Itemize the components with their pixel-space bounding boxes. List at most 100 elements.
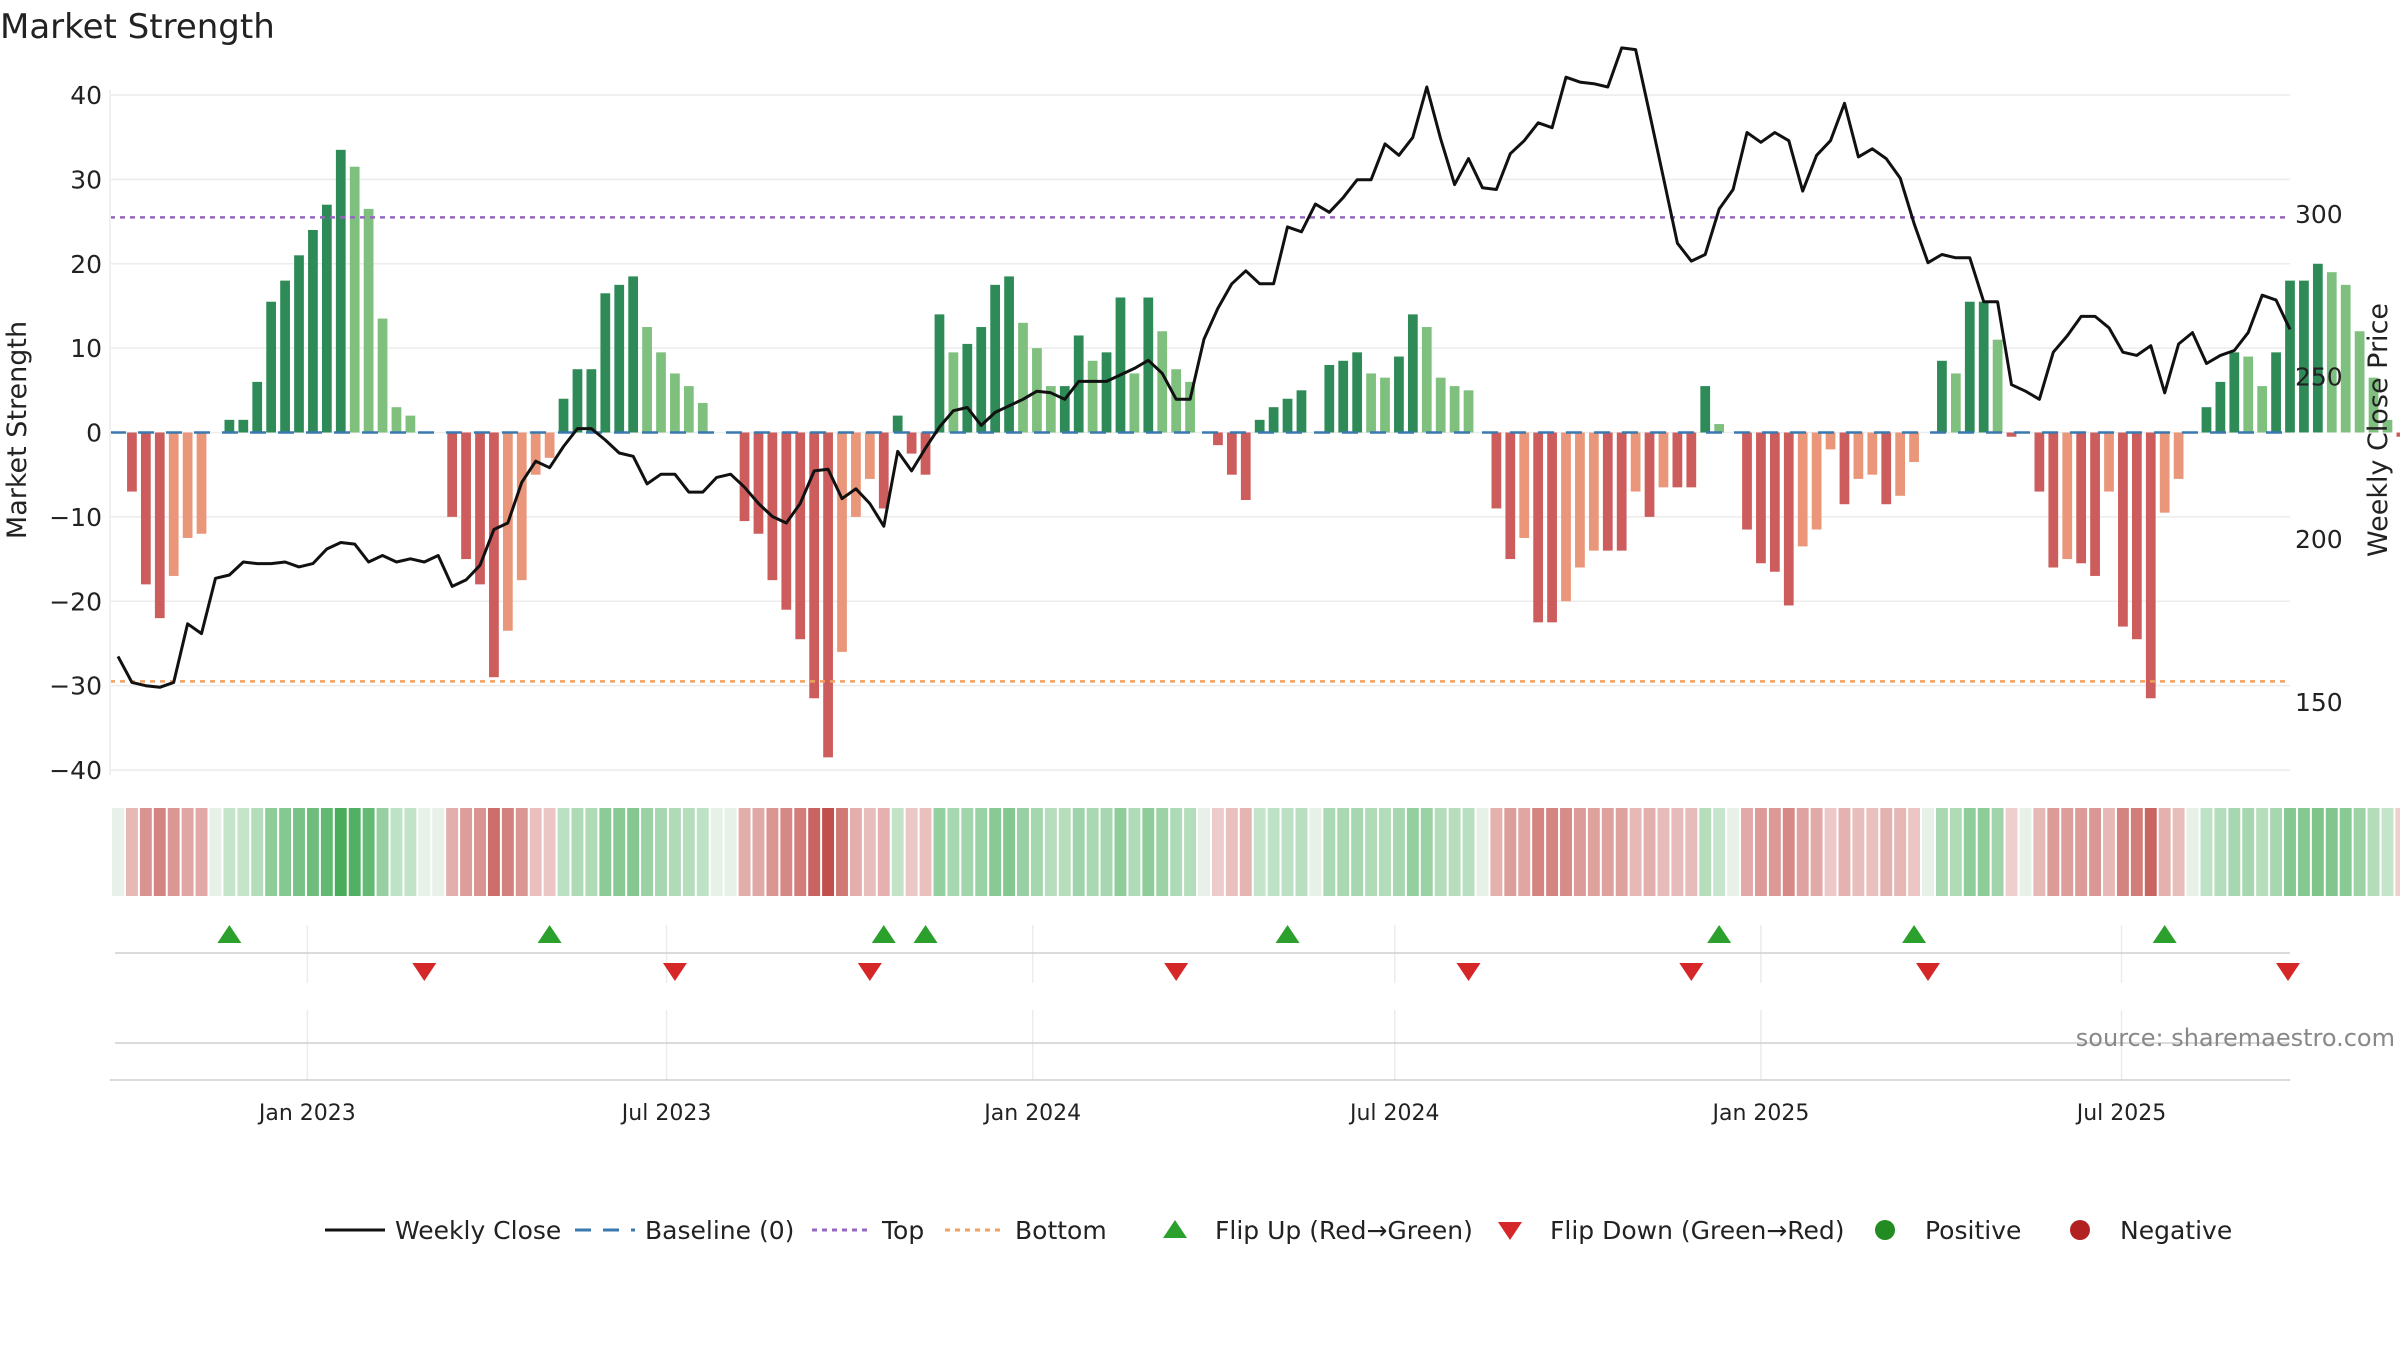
heat-cell (933, 808, 946, 896)
strength-bar (2382, 419, 2393, 433)
strength-bar (1185, 381, 1195, 433)
heat-cell (1142, 808, 1155, 896)
legend-swatch-flip-down (1498, 1222, 1522, 1240)
strength-bar (656, 352, 666, 433)
strength-bar (1644, 432, 1655, 517)
strength-bar (461, 432, 471, 560)
heat-cell (1420, 808, 1433, 896)
legend-label: Baseline (0) (645, 1216, 794, 1245)
strength-bar (321, 204, 332, 433)
strength-bar (2326, 272, 2337, 433)
strength-bar (1240, 432, 1251, 500)
heat-cell (1908, 808, 1921, 896)
strength-bar (1797, 432, 1808, 547)
heat-cell (1768, 808, 1781, 896)
heat-cell (265, 808, 278, 896)
heat-cell (293, 808, 305, 896)
strength-bar (475, 432, 485, 585)
strength-bar (140, 432, 151, 585)
strength-bar (1825, 432, 1836, 450)
heat-cell (1128, 808, 1141, 896)
strength-bar (1700, 386, 1711, 433)
heat-cell (181, 808, 194, 896)
weekly-close-series (116, 46, 2292, 689)
heat-cell (1949, 808, 1962, 896)
heat-cell (2256, 808, 2269, 896)
heat-cell (599, 808, 612, 896)
heat-cell (2284, 808, 2296, 896)
strength-bar (2159, 432, 2170, 513)
heat-cell (710, 808, 723, 896)
heat-cell (682, 808, 695, 896)
strength-bar (1059, 386, 1070, 433)
strength-bar (294, 255, 304, 433)
heat-cell (1114, 808, 1127, 896)
legend-label: Top (881, 1216, 924, 1245)
heat-cell (2339, 808, 2352, 896)
strength-bar (2145, 432, 2156, 699)
heat-cell (1406, 808, 1419, 896)
strength-bar (154, 432, 165, 619)
strength-bar (1073, 335, 1084, 433)
heat-cell (1225, 808, 1238, 896)
strength-bar (837, 432, 847, 652)
strength-bar (1602, 432, 1613, 551)
heat-cell (2116, 808, 2129, 896)
strength-bars (127, 149, 2400, 758)
heat-cell (822, 808, 835, 896)
heat-cell (989, 808, 1002, 896)
y-tick-label: 10 (70, 334, 102, 363)
strength-bar (2173, 432, 2184, 479)
strength-bar (1519, 432, 1530, 538)
strength-bar (224, 419, 235, 433)
heat-cell (1030, 808, 1043, 896)
strength-bar (2271, 352, 2281, 433)
heat-cell (1170, 808, 1183, 896)
strength-bar (1435, 377, 1446, 433)
strength-bar (182, 432, 193, 538)
strength-bar (1950, 373, 1961, 433)
heat-cell (1741, 808, 1753, 896)
legend-label: Negative (2120, 1216, 2232, 1245)
strength-bar (2215, 381, 2226, 433)
y-axis-label: Market Strength (2, 321, 33, 539)
strength-bar (1769, 432, 1780, 572)
x-tick-label: Jul 2025 (2075, 1101, 2167, 1126)
heat-cell (1295, 808, 1308, 896)
strength-bar (447, 432, 458, 517)
heat-cell (209, 808, 222, 896)
heat-cell (1977, 808, 1990, 896)
y2-tick-label: 200 (2295, 525, 2343, 554)
strength-bar (1101, 352, 1112, 433)
heat-cell (794, 808, 807, 896)
heat-cell (1253, 808, 1266, 896)
strength-bar (2299, 280, 2309, 433)
strength-bar (405, 415, 416, 433)
strength-bar (1324, 365, 1335, 433)
heat-cell (557, 808, 570, 896)
strength-bar (1867, 432, 1878, 475)
heat-cell (515, 808, 528, 896)
strength-bar (1115, 297, 1126, 433)
axes: −40 −30 −20 −10 0 10 20 30 40 150 200 250 300 Jan 202… (49, 81, 2342, 1126)
y-tick-label: 0 (86, 419, 102, 448)
strength-bar (127, 432, 137, 492)
heat-cell (167, 808, 180, 896)
strength-bar (1895, 432, 1906, 496)
strength-bar (1282, 398, 1293, 433)
strength-bar (990, 284, 1001, 433)
strength-bar (1561, 432, 1571, 602)
heat-cell (1267, 808, 1280, 896)
heat-cell (2242, 808, 2255, 896)
strength-bar (1226, 432, 1237, 475)
flip-down-marker (1456, 963, 1481, 981)
heat-cell (766, 808, 779, 896)
heat-cell (1434, 808, 1447, 896)
heat-cell (306, 808, 319, 896)
strength-bar (1394, 356, 1404, 433)
heat-cell (487, 808, 500, 896)
strength-bar (753, 432, 764, 534)
strength-bar (697, 402, 708, 433)
strength-bar (196, 432, 207, 534)
heat-cell (1880, 808, 1893, 896)
